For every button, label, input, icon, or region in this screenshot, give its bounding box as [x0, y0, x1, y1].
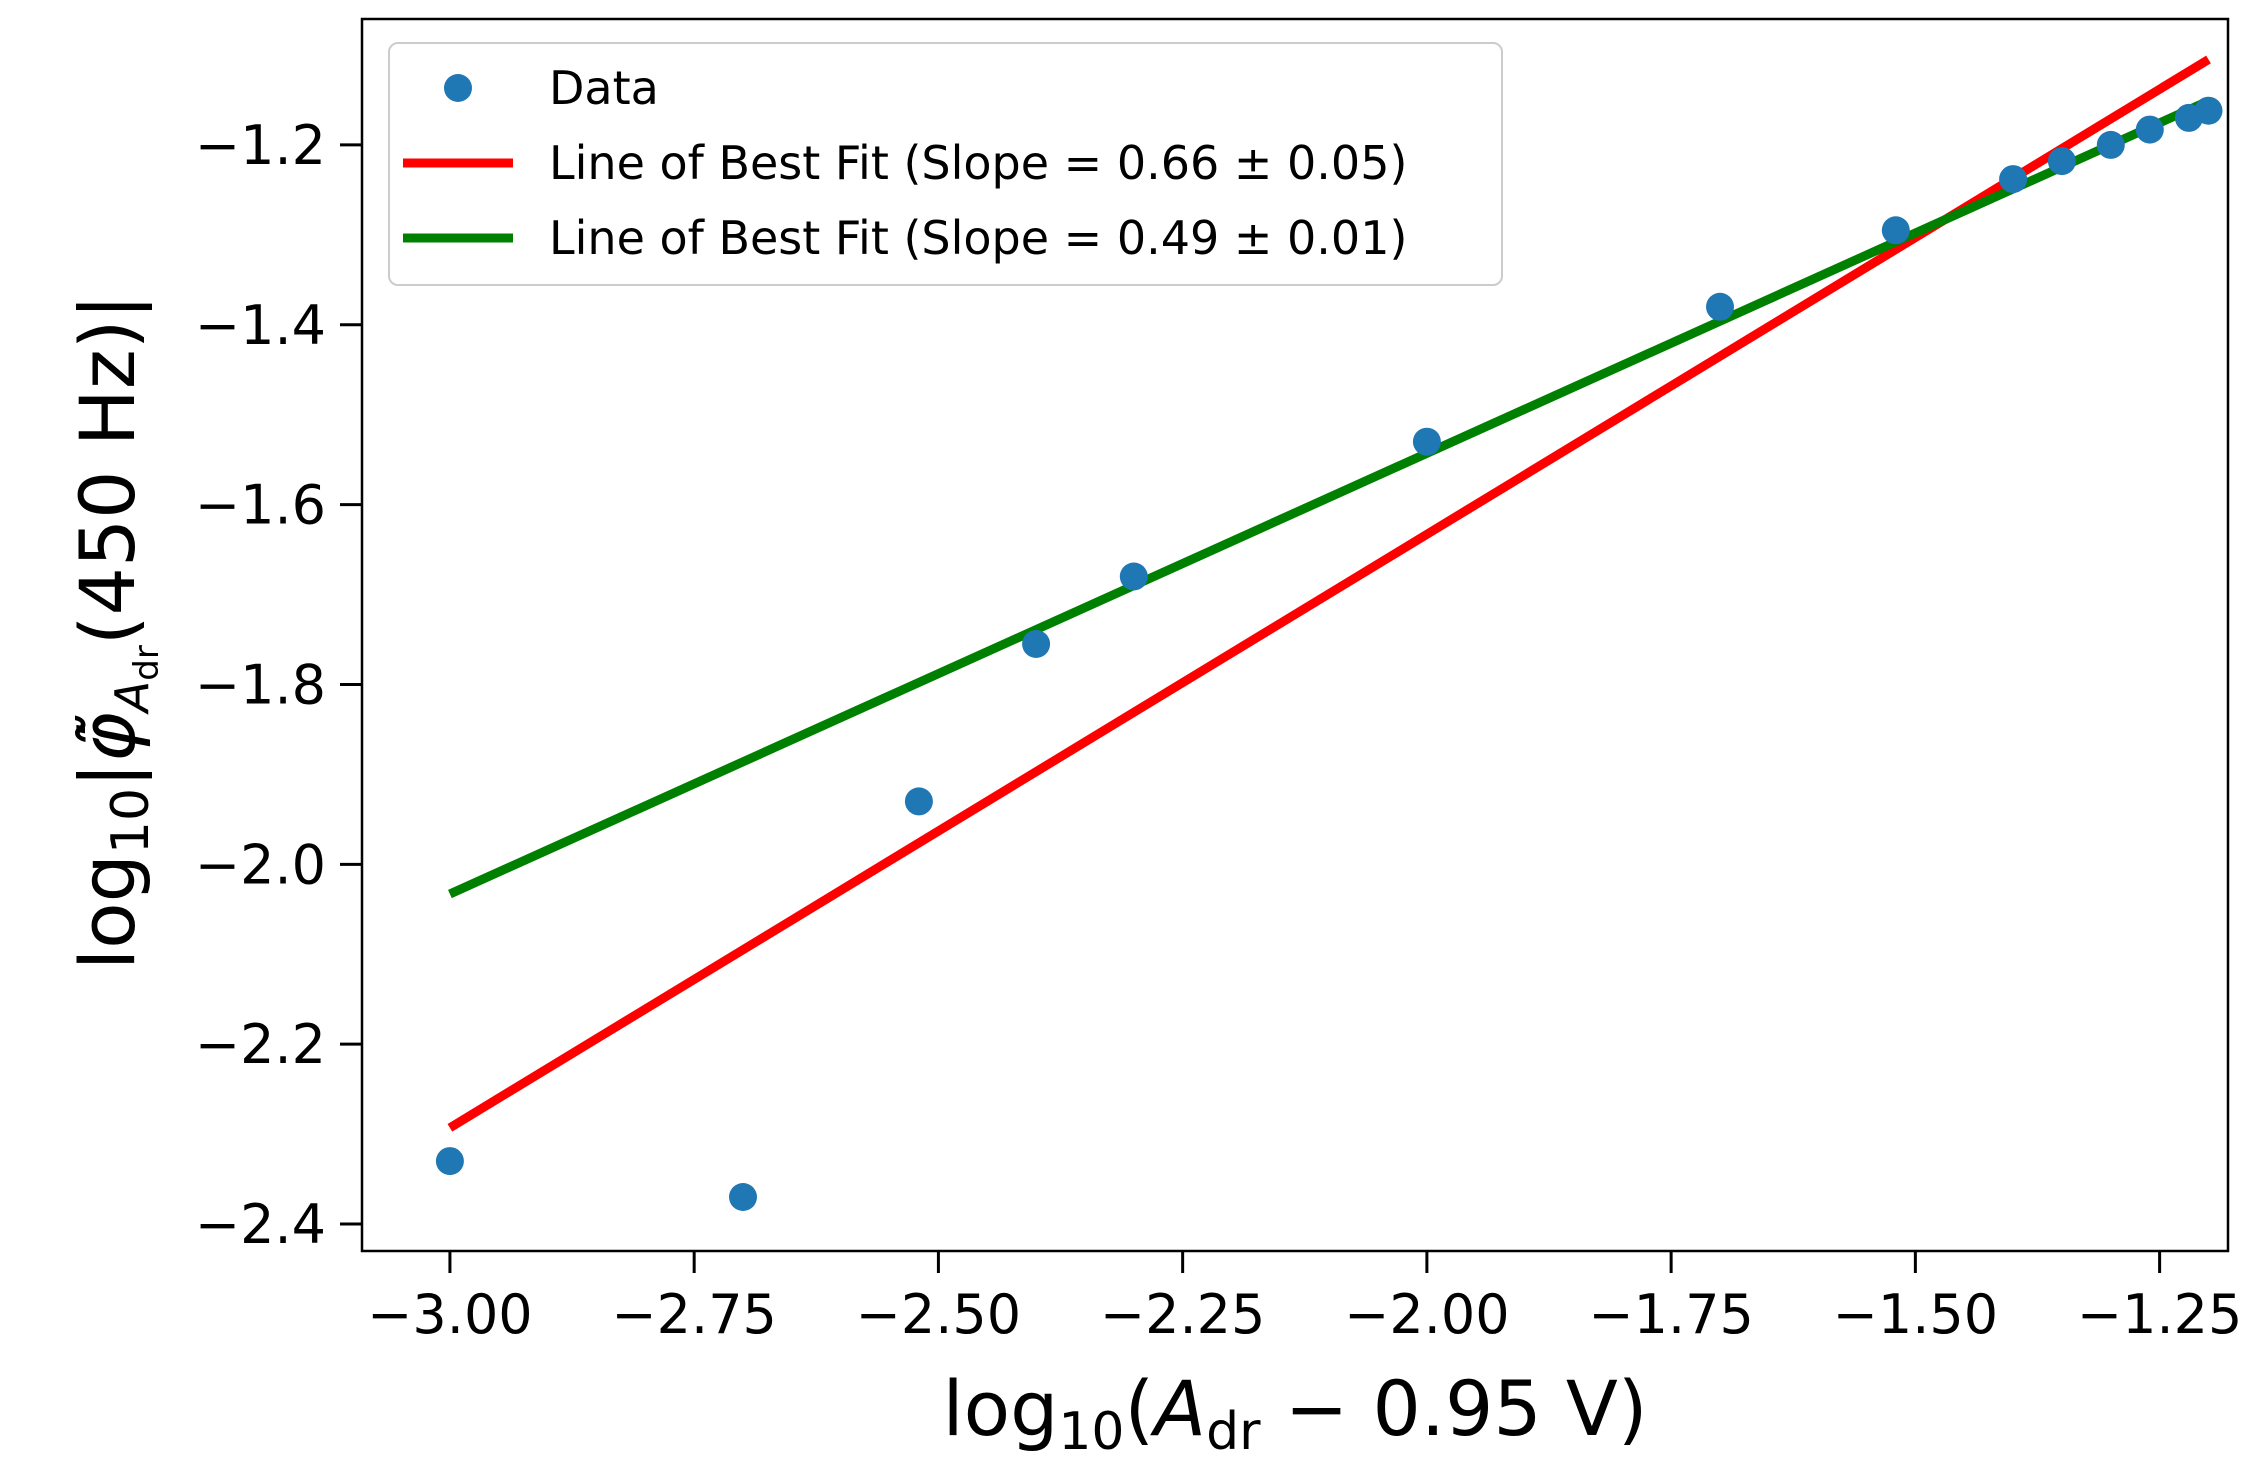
fit-lines [447, 55, 2211, 1132]
y-tick-label: −2.0 [195, 833, 326, 896]
legend: Data Line of Best Fit (Slope = 0.66 ± 0.0… [388, 42, 1503, 286]
data-point [904, 787, 933, 816]
y-axis-label: log10|φ̃̇Adr(450 Hz)| [63, 294, 167, 970]
data-point [1881, 216, 1910, 245]
x-axis-label: log10(Adr − 0.95 V) [942, 1364, 1647, 1462]
y-tick-label: −1.4 [195, 294, 326, 357]
data-point [1119, 562, 1148, 591]
x-tick-label: −2.50 [856, 1283, 1021, 1346]
legend-label-2: Line of Best Fit (Slope = 0.49 ± 0.01) [549, 211, 1407, 265]
data-point [2047, 147, 2076, 176]
y-tick-label: −1.8 [195, 653, 326, 716]
y-tick-label: −1.2 [195, 114, 326, 177]
legend-box [388, 42, 1503, 286]
x-tick-label: −1.50 [1833, 1283, 1998, 1346]
data-point [435, 1147, 464, 1176]
data-point [2096, 130, 2125, 159]
x-tick-label: −1.75 [1588, 1283, 1753, 1346]
x-tick-label: −2.75 [611, 1283, 776, 1346]
x-axis-ticks: −3.00 −2.75 −2.50 −2.25 −2.00 −1.75 −1.50 −1.25 [367, 1251, 2242, 1346]
x-tick-label: −2.25 [1100, 1283, 1265, 1346]
data-point [1412, 427, 1441, 456]
data-point [1999, 165, 2028, 194]
legend-marker-0 [444, 74, 472, 102]
y-tick-label: −1.6 [195, 474, 326, 537]
y-tick-label: −2.4 [195, 1193, 326, 1256]
legend-label-1: Line of Best Fit (Slope = 0.66 ± 0.05) [549, 136, 1407, 190]
plot-frame [360, 17, 2230, 1253]
data-point [1706, 292, 1734, 321]
x-tick-label: −2.00 [1344, 1283, 1509, 1346]
y-axis-ticks: −2.4 −2.2 −2.0 −1.8 −1.6 −1.4 −1.2 [195, 114, 362, 1256]
data-point [2135, 115, 2164, 144]
legend-label-0: Data [549, 61, 659, 115]
data-point [729, 1183, 757, 1211]
data-point [1022, 630, 1051, 658]
data-point [2194, 96, 2223, 125]
y-tick-label: −2.2 [195, 1013, 326, 1076]
x-tick-label: −1.25 [2077, 1283, 2242, 1346]
fit-line-2 [448, 96, 2211, 899]
x-tick-label: −3.00 [367, 1283, 532, 1346]
data-points [435, 96, 2223, 1211]
